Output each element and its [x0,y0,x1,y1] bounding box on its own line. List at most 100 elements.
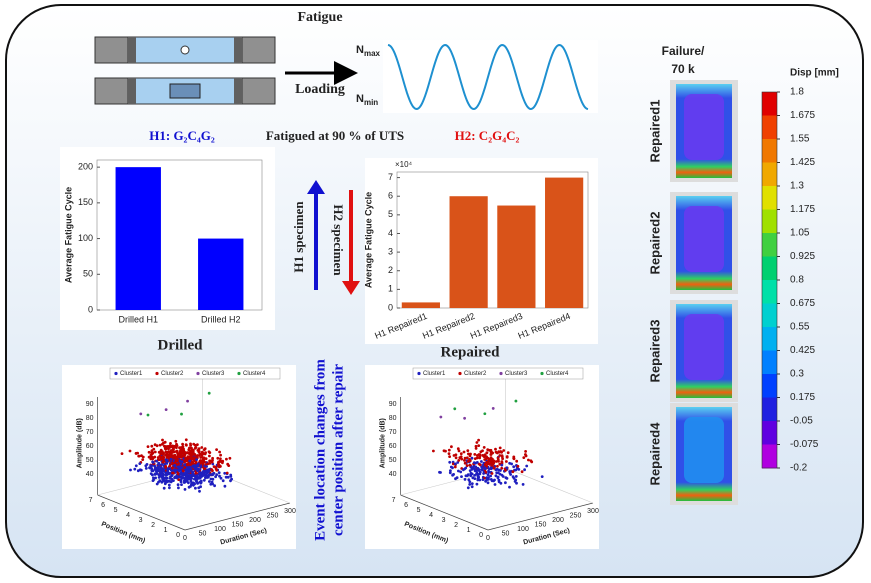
scatter-point [500,463,504,467]
colorbar-segment [762,162,777,187]
scatter-point [481,478,485,481]
scatter-point [165,462,169,465]
scatter-point [229,479,232,483]
scatter-point [158,479,162,483]
y-tick-label: 2 [388,265,393,275]
scatter-point [151,479,155,482]
scatter-point [175,476,179,480]
scatter-point [465,464,469,468]
colorbar-tick-label: 0.55 [790,322,810,333]
loading-label: Loading [295,82,345,97]
failure-title: Failure/ [662,44,705,58]
z-tick-label: 90 [389,401,397,408]
scatter-point [177,469,181,473]
scatter-point [169,457,173,461]
scatter-point [522,456,526,459]
colorbar-segment [762,280,777,304]
scatter-point [475,482,479,486]
scatter-axis [184,502,291,531]
scatter-point [491,407,495,410]
scatter-point [174,460,178,463]
scatter-point [450,445,453,449]
scatter-point [477,469,480,472]
colorbar-tick-label: 1.8 [790,87,804,98]
legend-marker [417,371,421,376]
legend-marker [540,371,544,376]
scatter-point [134,452,138,455]
y-tick-label: 200 [78,162,93,172]
scatter-point [183,453,187,456]
scatter-point [485,451,489,455]
specimen-label: Repaired3 [647,320,662,383]
scatter-point [209,482,213,486]
legend-marker [114,371,118,376]
scatter-point [486,481,490,485]
scatter-point [228,456,232,460]
scatter-point [478,470,482,474]
colorbar-tick-label: 0.3 [790,369,804,380]
scatter-point [144,464,148,468]
x-tick-label: 300 [284,508,296,515]
scatter-point [151,460,155,464]
scatter-point [166,470,170,474]
scatter-axis [487,502,594,531]
scatter-point [155,444,159,448]
scatter-point [463,461,467,465]
scatter-point [171,471,174,475]
scatter-point [189,479,193,483]
scatter-point [141,455,145,459]
scatter-point [180,448,184,452]
scatter-point [211,477,215,481]
failure-title: 70 k [671,62,695,76]
scatter-point [186,463,189,467]
scatter-point [185,443,188,447]
y-tick-label: 4 [126,512,130,519]
scatter-point [195,458,199,461]
z-tick-label: 70 [86,429,94,436]
scatter-point [216,456,220,460]
scatter-point [216,463,220,467]
scatter-point [120,452,124,455]
scatter-point [224,475,228,479]
scatter-point [475,456,479,460]
scatter-point [152,447,156,451]
scatter-point [183,471,187,475]
legend-label: Cluster3 [505,371,528,377]
scatter-point [468,463,472,467]
scatter-point [185,469,189,472]
scatter-point [191,448,195,452]
scatter-point [486,473,490,477]
scatter-point [506,451,510,455]
scatter-point [155,482,159,486]
scatter-point [202,478,206,482]
colorbar-tick-label: 1.175 [790,204,815,215]
scatter-point [481,466,484,470]
scatter-point [147,450,151,454]
scatter-point [475,461,479,464]
scatter-point [159,458,162,461]
chart-title: Drilled [158,337,204,353]
colorbar-segment [762,256,777,281]
scatter-point [187,470,191,474]
scatter-point [478,478,482,482]
scatter-point [452,454,456,457]
scatter-point [489,478,493,481]
scatter-point [223,471,227,475]
bar [198,238,244,310]
scatter-point [192,442,196,446]
scatter-point [486,462,490,466]
colorbar-tick-label: 0.8 [790,275,804,286]
n-min-sub: min [364,98,378,107]
scatter-point [457,459,461,462]
scatter-point [484,467,487,470]
scatter-point [199,481,203,484]
scatter-point [186,477,190,480]
scatter-point [495,451,499,455]
scatter-point [514,475,518,478]
scatter-point [159,455,163,459]
scatter-point [196,454,199,457]
z-tick-label: 80 [86,415,94,422]
scatter-point [204,451,208,455]
colorbar-segment [762,327,777,351]
